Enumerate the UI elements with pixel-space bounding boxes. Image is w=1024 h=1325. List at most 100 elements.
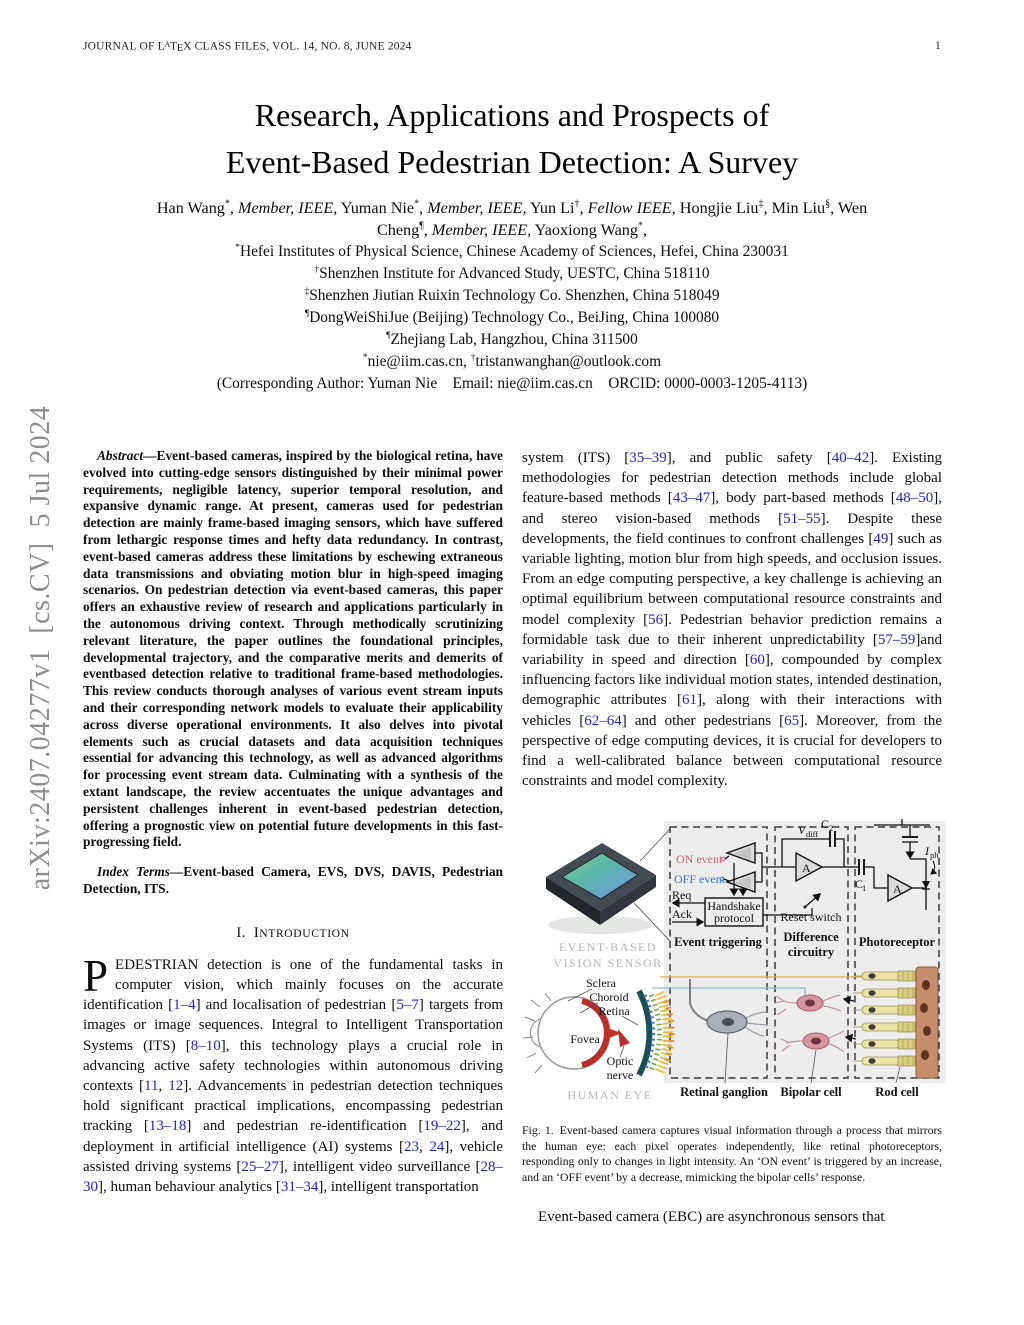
text-segment: , [158,1077,169,1094]
citation-link[interactable]: 60 [749,652,765,669]
handshake-label-line2: protocol [714,911,755,925]
svg-text:1: 1 [862,883,866,893]
affiliation-2: †Shenzhen Institute for Advanced Study, … [82,263,942,285]
authors-line-1: Han Wang*, Member, IEEE, Yuman Nie*, Mem… [82,197,942,219]
text-segment: nie@iim.cas.cn, [367,353,471,370]
citation-link[interactable]: 5–7 [396,997,419,1014]
affiliation-4: ¶DongWeiShiJue (Beijing) Technology Co.,… [82,307,942,329]
text-segment: ], and stereo vision-based methods [ [522,490,942,527]
citation-link[interactable]: 19–22 [423,1118,461,1135]
text-segment: Yaoxiong Wang [531,221,638,239]
c1-label: C [855,877,863,891]
citation-link[interactable]: 25–27 [241,1158,279,1175]
text-segment: ] and other pedestrians [ [621,712,785,729]
text-segment: ] such as variable lighting, motion blur… [522,530,942,628]
citation-link[interactable]: 49 [873,530,889,547]
text-segment: A [164,40,171,49]
text-segment: NTRODUCTION [259,926,350,940]
label-optic: Optic [607,1054,634,1068]
text-segment: ¶ [419,220,424,232]
citation-link[interactable]: 43–47 [672,490,711,507]
citation-link[interactable]: 23 [404,1138,420,1155]
text-segment: ]. Moreover, from the perspective of edg… [522,712,942,790]
event-sensor-chip-image [546,843,656,935]
text-segment: ], along with their interactions with ve… [522,692,942,729]
citation-link[interactable]: 1–4 [173,997,196,1014]
citation-link[interactable]: 28–30 [83,1158,503,1195]
citation-link[interactable]: 61 [681,692,697,709]
photoreceptor-box [854,826,940,1080]
sensor-label-line1: EVENT-BASED [559,940,657,954]
text-segment: ], intelligent video surveillance [ [278,1158,481,1175]
text-segment: ‡ [758,198,764,210]
citation-link[interactable]: 51–55 [783,510,821,527]
text-segment: ], intelligent transportation [318,1178,479,1195]
citation-link[interactable]: 62–64 [584,712,622,729]
event-triggering-box [669,826,768,1080]
citation-link[interactable]: 24 [429,1138,445,1155]
page-number: 1 [935,40,941,52]
citation-link[interactable]: 40–42 [831,450,870,466]
label-bipolar-cell: Bipolar cell [780,1085,842,1099]
svg-text:ph: ph [930,850,939,860]
text-segment: ] and pedestrian re-identification [ [186,1118,424,1135]
reset-switch-label: Reset switch [781,910,842,924]
text-segment: * [224,198,230,210]
author-block: Han Wang*, Member, IEEE, Yuman Nie*, Mem… [82,197,942,395]
column2-paragraph-2: Event-based camera (EBC) are asynchronou… [538,1209,885,1226]
text-segment: * [235,241,240,253]
citation-link[interactable]: 13–18 [148,1118,187,1135]
text-segment: I. I [236,924,260,941]
req-label: Req [672,888,691,902]
text-segment: ] targets from images or image sequences… [83,997,503,1054]
text-segment: Zhejiang Lab, Hangzhou, China 311500 [390,331,638,348]
citation-link[interactable]: 31–34 [280,1178,319,1195]
text-segment: ‡ [304,285,310,297]
text-segment: † [470,351,476,363]
label-nerve: nerve [607,1068,634,1082]
citation-link[interactable]: 56 [648,611,664,628]
citation-link[interactable]: 11 [144,1077,159,1094]
text-segment: , [419,1138,430,1155]
citation-link[interactable]: 35–39 [629,450,667,466]
text-segment: ]. Existing methodologies for pedestrian… [522,450,942,507]
index-terms: Index Terms—Event-based Camera, EVS, DVS… [83,864,503,898]
text-segment: * [362,351,368,363]
text-segment: EDESTRIAN detection is one of the fundam… [83,956,503,1014]
event-triggering-circuit: ON event OFF event Handshake [671,842,813,928]
text-segment: Member, IEEE, [431,221,532,239]
text-segment: , [423,221,432,239]
paper-title: Research, Applications and Prospects of … [0,92,1024,186]
text-segment: JOURNAL OF L [83,40,165,53]
arxiv-watermark: arXiv:2407.04277v1 [cs.CV] 5 Jul 2024 [25,405,56,891]
label-rod-cell: Rod cell [875,1085,919,1099]
citation-link[interactable]: 65 [784,712,800,729]
human-eye-diagram: Sclera Choroid Retina Fovea Optic nerve … [522,976,675,1102]
drop-cap: P [83,950,109,1001]
svg-text:diff: diff [806,829,818,839]
panel-label-circuitry: circuitry [788,945,835,959]
text-segment: § [825,198,831,210]
text-segment: ], and public safety [ [666,450,832,466]
text-segment: Shenzhen Institute for Advanced Study, U… [319,265,710,282]
citation-link[interactable]: 57–59 [877,631,916,648]
abstract-label: Abstract [97,448,144,463]
affiliation-3: ‡Shenzhen Jiutian Ruixin Technology Co. … [82,285,942,307]
citation-link[interactable]: 48–50 [895,490,934,507]
c2-label: C [821,817,829,831]
index-terms-label: Index Terms [97,864,170,880]
citation-link[interactable]: 12 [168,1077,184,1094]
text-segment: ], and deployment in artificial intellig… [83,1118,504,1155]
author-emails: *nie@iim.cas.cn, †tristanwanghan@outlook… [82,351,942,373]
difference-circuitry-circuit: A V diff C 2 Reset switch [781,817,845,924]
left-column: Abstract—Event-based cameras, inspired b… [83,448,503,1197]
label-fovea: Fovea [570,1032,600,1046]
text-segment: † [574,198,580,210]
affiliation-1: *Hefei Institutes of Physical Science, C… [82,241,942,263]
text-segment: Shenzhen Jiutian Ruixin Technology Co. S… [309,287,720,304]
text-segment: ]and variability in speed and direction … [522,631,942,669]
text-segment: (Corresponding Author: Yuman Nie Email: … [216,375,808,392]
citation-link[interactable]: 8–10 [190,1037,221,1054]
intro-paragraph: P EDESTRIAN detection is one of the funda… [83,950,504,1197]
text-segment: , [229,199,239,217]
